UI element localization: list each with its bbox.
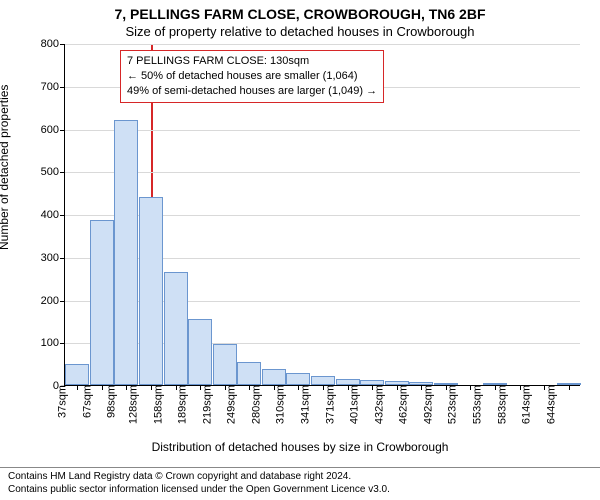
histogram-bar: [557, 383, 581, 385]
x-tick-label: 523sqm: [443, 385, 459, 424]
x-axis-label: Distribution of detached houses by size …: [0, 440, 600, 454]
x-tick-label: 128sqm: [123, 385, 139, 424]
chart-title-main: 7, PELLINGS FARM CLOSE, CROWBOROUGH, TN6…: [0, 6, 600, 22]
x-tick-label: 67sqm: [77, 385, 93, 418]
histogram-bar: [90, 220, 114, 385]
grid-line: [65, 130, 580, 131]
x-tick-label: 310sqm: [271, 385, 287, 424]
histogram-bar: [139, 197, 163, 385]
annotation-box: 7 PELLINGS FARM CLOSE: 130sqm ← 50% of d…: [120, 50, 384, 103]
histogram-bar: [237, 362, 261, 386]
grid-line: [65, 172, 580, 173]
x-tick-mark: [569, 385, 570, 390]
histogram-bar: [65, 364, 89, 385]
x-tick-label: 341sqm: [295, 385, 311, 424]
x-tick-label: 98sqm: [102, 385, 118, 418]
histogram-bar: [286, 373, 310, 385]
x-tick-label: 432sqm: [369, 385, 385, 424]
histogram-bar: [188, 319, 212, 385]
y-tick-label: 300: [41, 252, 65, 264]
footer-line-1: Contains HM Land Registry data © Crown c…: [8, 471, 592, 484]
x-tick-label: 462sqm: [394, 385, 410, 424]
annotation-line-2: ← 50% of detached houses are smaller (1,…: [127, 69, 377, 84]
x-tick-label: 401sqm: [345, 385, 361, 424]
y-tick-label: 100: [41, 337, 65, 349]
annotation-line-1: 7 PELLINGS FARM CLOSE: 130sqm: [127, 54, 377, 69]
plot-area: 010020030040050060070080037sqm67sqm98sqm…: [64, 44, 580, 386]
x-tick-label: 371sqm: [320, 385, 336, 424]
chart-container: 7, PELLINGS FARM CLOSE, CROWBOROUGH, TN6…: [0, 0, 600, 500]
y-tick-label: 600: [41, 124, 65, 136]
x-tick-label: 37sqm: [53, 385, 69, 418]
x-tick-label: 158sqm: [148, 385, 164, 424]
histogram-bar: [164, 272, 188, 385]
x-tick-label: 219sqm: [197, 385, 213, 424]
footer-line-2: Contains public sector information licen…: [8, 484, 592, 497]
x-tick-label: 189sqm: [173, 385, 189, 424]
chart-title-sub: Size of property relative to detached ho…: [0, 24, 600, 39]
histogram-bar: [213, 344, 237, 385]
x-tick-label: 614sqm: [517, 385, 533, 424]
y-tick-label: 800: [41, 38, 65, 50]
grid-line: [65, 44, 580, 45]
histogram-bar: [262, 369, 286, 385]
x-tick-label: 249sqm: [222, 385, 238, 424]
x-tick-label: 583sqm: [492, 385, 508, 424]
histogram-bar: [114, 120, 138, 385]
footer-attribution: Contains HM Land Registry data © Crown c…: [0, 467, 600, 496]
histogram-bar: [311, 376, 335, 385]
x-tick-label: 492sqm: [418, 385, 434, 424]
x-tick-label: 553sqm: [467, 385, 483, 424]
y-tick-label: 200: [41, 295, 65, 307]
y-tick-label: 400: [41, 209, 65, 221]
y-axis-label: Number of detached properties: [0, 85, 11, 250]
x-tick-label: 280sqm: [246, 385, 262, 424]
y-tick-label: 500: [41, 166, 65, 178]
y-tick-label: 700: [41, 81, 65, 93]
annotation-line-3: 49% of semi-detached houses are larger (…: [127, 84, 377, 99]
x-tick-label: 644sqm: [541, 385, 557, 424]
